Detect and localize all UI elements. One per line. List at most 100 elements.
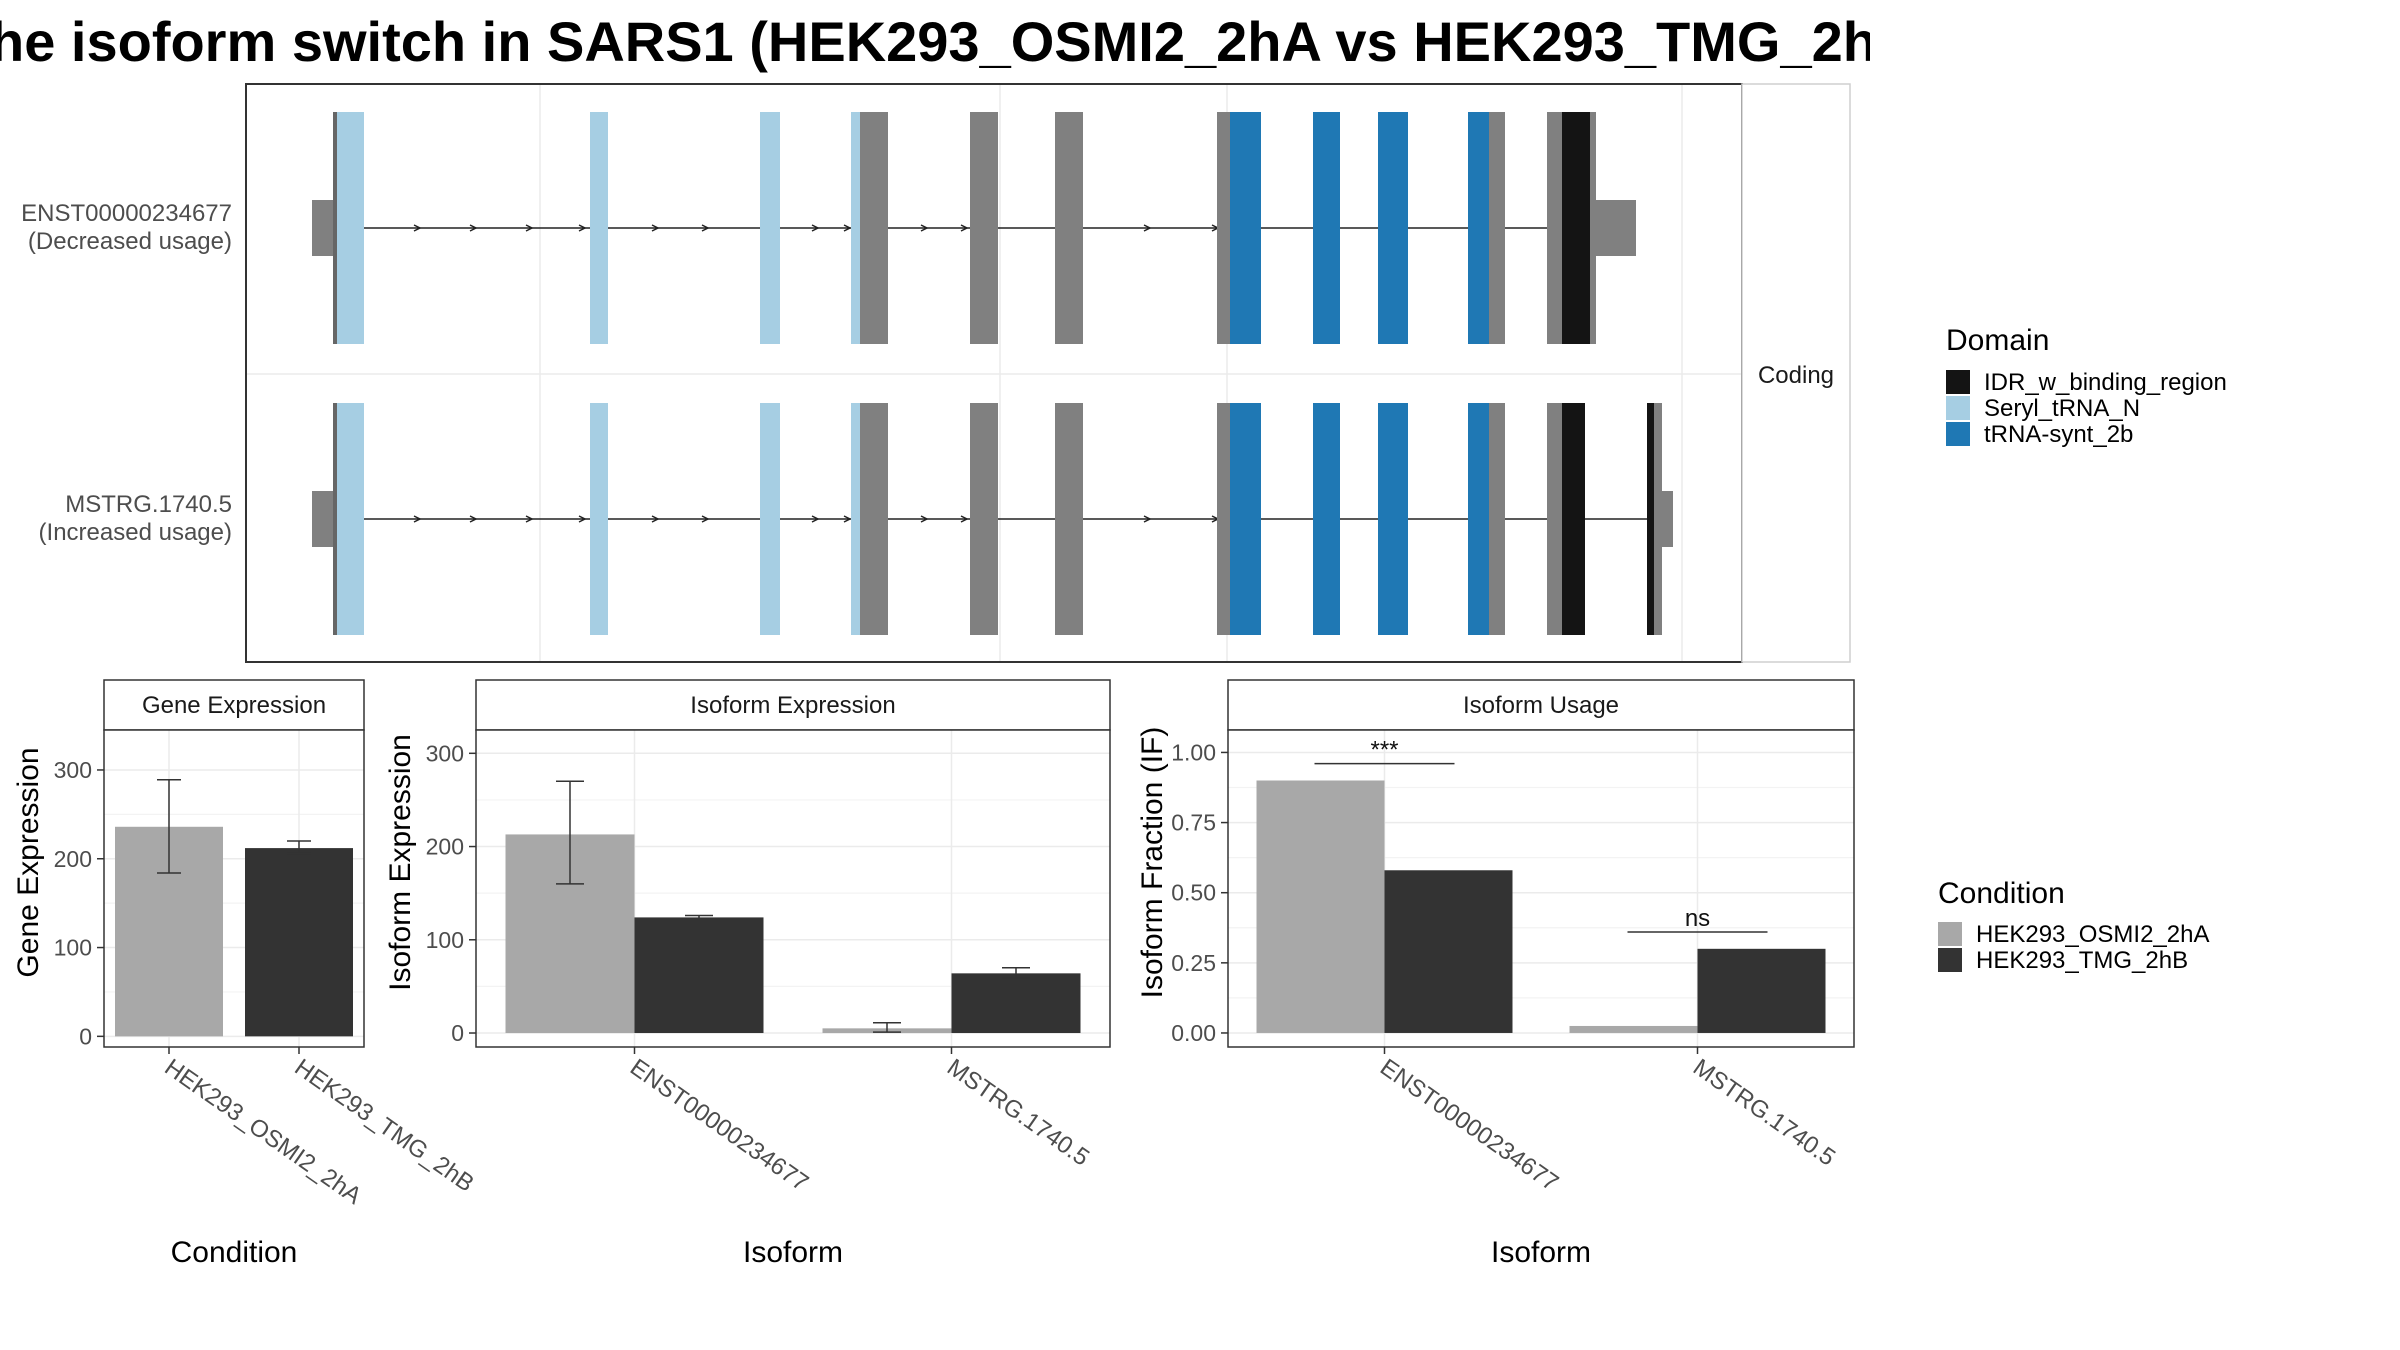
y-axis-title: Gene Expression <box>12 747 45 977</box>
domain-exon <box>1562 112 1590 344</box>
domain-exon <box>1313 403 1340 635</box>
y-tick-label: 300 <box>426 740 464 766</box>
legend-swatch <box>1946 422 1970 446</box>
isoform-structure-panel: Coding ENST00000234677(Decreased usage) MS… <box>21 83 1851 663</box>
exon <box>1590 112 1596 344</box>
strand-arrow <box>1143 224 1152 232</box>
strand-arrow <box>525 515 534 523</box>
isoform-usage-label: (Decreased usage) <box>28 228 232 255</box>
legend-label: tRNA-synt_2b <box>1984 421 2133 448</box>
domain-exon <box>1468 112 1489 344</box>
facet-strip-label: Coding <box>1758 362 1834 389</box>
domain-exon <box>590 403 608 635</box>
exon <box>1547 112 1562 344</box>
bar <box>1384 870 1513 1033</box>
strand-arrow <box>413 515 422 523</box>
plot-border <box>103 729 365 1048</box>
strand-arrow <box>960 515 969 523</box>
bar <box>245 848 353 1037</box>
strand-arrow <box>920 515 929 523</box>
isoform-usage-label: (Increased usage) <box>39 519 232 546</box>
exon <box>312 200 336 256</box>
domain-exon <box>1562 403 1585 635</box>
domain-exon <box>760 403 780 635</box>
exon <box>1217 403 1230 635</box>
exon <box>1055 112 1083 344</box>
legend-label: HEK293_TMG_2hB <box>1976 947 2188 974</box>
figure-title: he isoform switch in SARS1 (HEK293_OSMI2… <box>0 10 1870 73</box>
legend-label: HEK293_OSMI2_2hA <box>1976 921 2209 948</box>
significance-label: ns <box>1685 905 1710 932</box>
y-tick-label: 100 <box>426 927 464 953</box>
strand-arrow <box>701 515 710 523</box>
strand-arrow <box>960 224 969 232</box>
significance-label: *** <box>1370 737 1398 764</box>
x-tick-label: ENST00000234677 <box>625 1054 813 1197</box>
bar <box>634 917 764 1034</box>
y-tick-label: 1.00 <box>1171 739 1216 765</box>
strand-arrow <box>1143 515 1152 523</box>
strand-arrow <box>413 224 422 232</box>
bar-panel-2: Isoform Expression 0 100 200 300 ENST00000234… <box>384 679 1111 1269</box>
exon <box>1596 200 1636 256</box>
x-axis-title: Isoform <box>743 1236 843 1269</box>
strand-arrow <box>843 515 852 523</box>
strand-arrow <box>843 224 852 232</box>
domain-legend-title: Domain <box>1946 324 2049 357</box>
x-axis-title: Condition <box>171 1236 298 1269</box>
domain-exon <box>336 403 364 635</box>
exon <box>1654 403 1662 635</box>
exon <box>860 112 888 344</box>
exon <box>970 112 998 344</box>
y-tick-label: 0.25 <box>1171 950 1216 976</box>
x-tick-label: MSTRG.1740.5 <box>1688 1054 1840 1172</box>
y-tick-label: 0.50 <box>1171 880 1216 906</box>
strand-arrow <box>651 224 660 232</box>
panel-strip-label: Isoform Expression <box>690 692 895 719</box>
panel-strip <box>475 679 1111 731</box>
bar <box>951 973 1081 1034</box>
domain-exon <box>851 403 860 635</box>
strand-arrow <box>469 224 478 232</box>
exon <box>1489 112 1505 344</box>
exon <box>1489 403 1505 635</box>
y-tick-label: 0 <box>79 1023 92 1049</box>
domain-exon <box>1647 403 1654 635</box>
y-tick-label: 100 <box>54 935 92 961</box>
exon-edge <box>333 112 337 344</box>
isoform-id-label: ENST00000234677 <box>21 200 232 227</box>
strand-arrow <box>811 224 820 232</box>
plot-border <box>1227 729 1855 1048</box>
bar-panel-3: Isoform Usage *** ns 0.00 0.25 0.50 0.75 1.00 EN… <box>1136 679 1855 1269</box>
legend-swatch <box>1946 396 1970 420</box>
strand-arrow <box>811 515 820 523</box>
strand-arrow <box>578 224 587 232</box>
exon <box>1217 112 1230 344</box>
panel-strip <box>103 679 365 731</box>
domain-exon <box>1378 112 1408 344</box>
x-tick-label: MSTRG.1740.5 <box>942 1054 1094 1172</box>
legend-swatch <box>1938 948 1962 972</box>
x-axis-title: Isoform <box>1491 1236 1591 1269</box>
strand-arrow <box>701 224 710 232</box>
panel-strip-label: Gene Expression <box>142 692 326 719</box>
legend-swatch <box>1938 922 1962 946</box>
exon <box>1547 403 1562 635</box>
strand-arrow <box>651 515 660 523</box>
strand-arrow <box>525 224 534 232</box>
exon <box>970 403 998 635</box>
condition-legend-title: Condition <box>1938 877 2065 910</box>
bar <box>1256 780 1385 1033</box>
y-tick-label: 0.00 <box>1171 1020 1216 1046</box>
y-tick-label: 300 <box>54 757 92 783</box>
domain-exon <box>1378 403 1408 635</box>
domain-exon <box>1230 112 1261 344</box>
panel-strip-label: Isoform Usage <box>1463 692 1619 719</box>
bar-chart-panels: Gene Expression0100200300HEK293_OSMI2_2h… <box>12 679 1855 1269</box>
strand-arrow <box>578 515 587 523</box>
y-axis-title: Isoform Fraction (IF) <box>1136 727 1169 999</box>
strand-arrow <box>920 224 929 232</box>
exon-edge <box>333 403 337 635</box>
isoform-id-label: MSTRG.1740.5 <box>65 491 232 518</box>
